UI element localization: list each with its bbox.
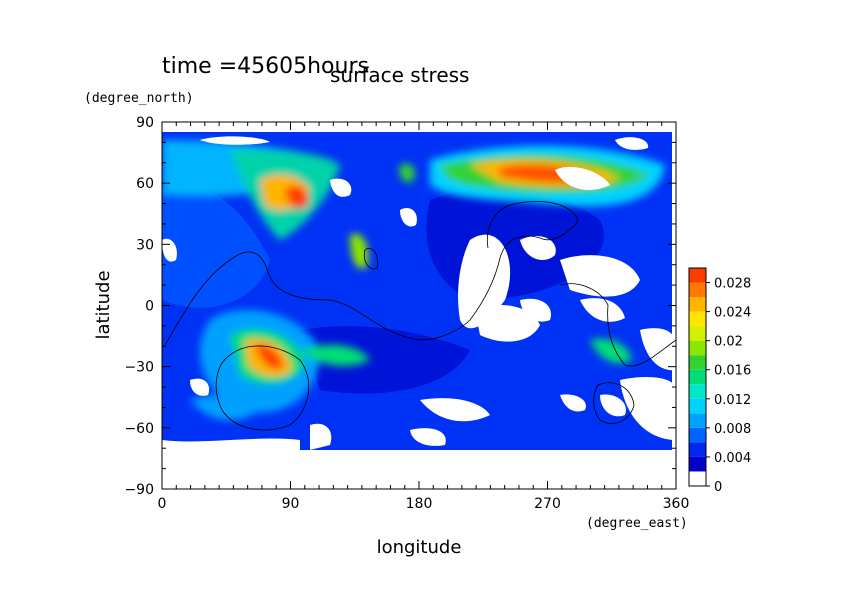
field-region xyxy=(560,394,586,412)
field-region xyxy=(400,207,417,227)
colorbar-band xyxy=(689,413,706,428)
coastline xyxy=(215,345,309,431)
field-region xyxy=(458,234,511,329)
colorbar-band xyxy=(689,398,706,414)
field-region xyxy=(310,423,332,450)
colorbar-tick-label: 0.016 xyxy=(714,364,751,379)
colorbar: 0 0.004 0.008 0.012 0.016 0.02 0.024 0.028 xyxy=(688,267,751,495)
colorbar-band xyxy=(689,340,706,356)
colorbar-band xyxy=(689,442,706,457)
field-region xyxy=(399,163,415,183)
y-tick-label: 90 xyxy=(136,115,154,131)
coastline xyxy=(363,248,379,270)
x-tick-label: 180 xyxy=(406,496,433,512)
y-tick-label: 30 xyxy=(136,237,154,253)
field-region xyxy=(300,326,470,394)
y-tick-label: −60 xyxy=(124,421,154,437)
colorbar-band xyxy=(689,311,706,327)
field-region xyxy=(410,428,446,446)
x-units-label: (degree_east) xyxy=(586,516,688,531)
colorbar-tick-label: 0.004 xyxy=(714,451,751,466)
field-region xyxy=(420,398,490,422)
x-axis-title: longitude xyxy=(377,537,462,558)
y-axis-title: latitude xyxy=(93,270,114,339)
field-region xyxy=(190,394,260,421)
colorbar-band xyxy=(689,326,706,341)
field-region xyxy=(200,136,270,145)
coastline xyxy=(559,283,676,367)
field-region xyxy=(330,178,352,197)
x-tick-label: 270 xyxy=(534,496,561,512)
colorbar-band xyxy=(689,471,706,486)
colorbar-tick-label: 0.012 xyxy=(714,393,751,408)
colorbar-tick-label: 0.02 xyxy=(714,335,743,350)
field-region xyxy=(590,338,632,364)
field-region xyxy=(162,185,270,308)
colorbar-band xyxy=(689,268,706,283)
colorbar-band xyxy=(689,427,706,443)
stress-field xyxy=(162,122,676,489)
colorbar-tick-label: 0.028 xyxy=(714,277,751,292)
colorbar-band xyxy=(689,297,706,312)
time-label: time =45605hours xyxy=(162,54,369,79)
field-region xyxy=(620,377,676,440)
colorbar-tick-label: 0 xyxy=(714,480,722,495)
field-region xyxy=(520,235,556,260)
field-region xyxy=(640,328,676,371)
colorbar-tick-label: 0.008 xyxy=(714,422,751,437)
x-tick-label: 360 xyxy=(663,496,690,512)
coastline xyxy=(593,382,635,424)
field-region xyxy=(162,438,300,489)
x-tick-label: 0 xyxy=(158,496,167,512)
y-tick-label: −30 xyxy=(124,360,154,376)
field-region xyxy=(555,166,610,190)
field-region xyxy=(255,344,283,370)
field-region xyxy=(560,255,640,297)
colorbar-band xyxy=(689,355,706,370)
field-region xyxy=(615,137,649,150)
y-tick-label: −90 xyxy=(124,482,154,498)
field-region xyxy=(300,344,370,366)
field-region xyxy=(285,185,309,209)
y-tick-label: 60 xyxy=(136,176,154,192)
colorbar-band xyxy=(689,282,706,298)
y-units-label: (degree_north) xyxy=(84,91,194,106)
colorbar-frame xyxy=(688,267,707,487)
coastline xyxy=(164,201,579,346)
axes: 0 90 180 270 360 −90 −60 −30 0 30 60 90 xyxy=(124,115,689,512)
colorbar-band xyxy=(689,384,706,399)
colorbar-tick-label: 0.024 xyxy=(714,306,751,321)
field-region xyxy=(190,378,210,396)
y-tick-label: 0 xyxy=(145,299,154,315)
colorbar-band xyxy=(689,369,706,385)
field-region xyxy=(600,394,626,417)
colorbar-band xyxy=(689,456,706,472)
chart-title: surface stress xyxy=(330,63,469,87)
field-region xyxy=(350,233,369,269)
x-tick-label: 90 xyxy=(282,496,300,512)
field-region xyxy=(475,305,540,342)
field-region xyxy=(520,298,551,322)
field-region xyxy=(580,298,625,322)
